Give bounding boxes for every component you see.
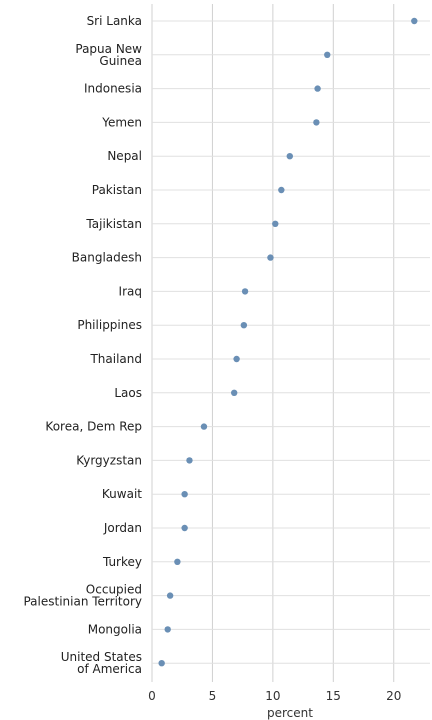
category-label: Pakistan	[92, 183, 142, 197]
category-label: Korea, Dem Rep	[45, 420, 142, 434]
data-point	[278, 186, 285, 194]
category-label: United States of America	[61, 650, 142, 676]
data-point	[174, 558, 181, 565]
data-point	[314, 85, 321, 92]
category-label: Indonesia	[84, 82, 142, 96]
category-label: Kyrgyzstan	[76, 453, 142, 467]
data-point	[186, 457, 193, 464]
category-label: Philippines	[77, 318, 142, 332]
data-point	[200, 423, 208, 430]
x-axis-title: percent	[267, 706, 313, 720]
data-point	[181, 524, 188, 532]
category-label: Laos	[114, 386, 142, 400]
category-label: Iraq	[119, 284, 142, 298]
data-point	[230, 389, 238, 396]
data-point	[411, 17, 418, 25]
x-tick-label-0: 0	[148, 689, 156, 703]
data-point	[324, 51, 331, 58]
data-point	[181, 491, 188, 498]
x-tick-label-5: 5	[209, 689, 217, 703]
data-point	[240, 322, 248, 329]
category-label: Yemen	[101, 115, 142, 129]
category-label: Tajikistan	[85, 217, 142, 231]
x-tick-label-20: 20	[386, 689, 401, 703]
data-point	[158, 660, 165, 667]
data-point	[233, 355, 240, 363]
data-point	[164, 626, 171, 633]
category-label: Mongolia	[88, 622, 142, 636]
category-label: Occupied Palestinian Territory	[23, 583, 142, 609]
data-point	[267, 254, 274, 261]
data-point	[241, 288, 249, 295]
x-axis-ticks: 0 5 10 15 20	[148, 689, 401, 703]
x-tick-label-10: 10	[265, 689, 280, 703]
category-label: Sri Lanka	[87, 14, 142, 28]
category-label: Papua New Guinea	[75, 42, 142, 68]
data-point	[313, 119, 320, 126]
category-label: Bangladesh	[72, 251, 142, 265]
data-point	[286, 153, 293, 160]
grid-lines	[151, 4, 430, 682]
category-label: Nepal	[107, 149, 142, 163]
category-label: Turkey	[102, 555, 142, 569]
category-label: Kuwait	[102, 487, 142, 501]
category-labels: Sri Lanka Papua New Guinea Indonesia Yemen Ne…	[23, 14, 142, 676]
data-points	[158, 17, 418, 667]
category-label: Jordan	[103, 521, 142, 535]
x-tick-label-15: 15	[326, 689, 341, 703]
data-point	[166, 592, 174, 599]
data-point	[272, 220, 279, 227]
category-label: Thailand	[89, 352, 142, 366]
